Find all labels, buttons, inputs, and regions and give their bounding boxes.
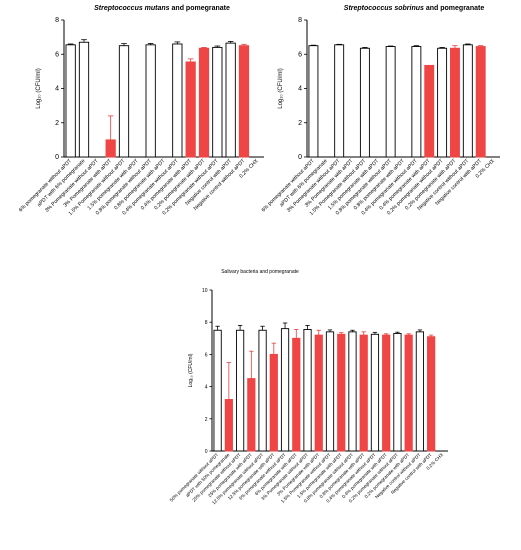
bar xyxy=(238,45,250,158)
bar xyxy=(370,333,380,452)
y-tick-label: 2 xyxy=(205,417,208,423)
bar xyxy=(303,328,312,452)
bar xyxy=(235,329,245,452)
y-axis-label: Log₁₀ (CFU/ml) xyxy=(36,68,42,109)
bar xyxy=(65,44,76,158)
bar xyxy=(437,47,448,158)
bar xyxy=(78,41,90,158)
y-tick-label: 10 xyxy=(202,288,208,294)
bar xyxy=(224,399,233,452)
y-tick-label: 8 xyxy=(205,320,208,326)
bar xyxy=(415,331,425,452)
bar xyxy=(393,333,402,452)
y-tick-label: 4 xyxy=(298,86,302,93)
bar xyxy=(258,329,267,452)
bar xyxy=(404,334,413,452)
chart-title-italic: Streptococcus mutans xyxy=(94,5,170,12)
y-tick-label: 0 xyxy=(205,449,208,455)
y-tick-label: 0 xyxy=(298,154,302,161)
bar xyxy=(308,45,319,158)
y-axis-label: Log₁₀ (CFU/ml) xyxy=(278,68,284,109)
bar xyxy=(314,334,323,452)
bar xyxy=(198,47,210,158)
chart-sobrinus: Streptococcus sobrinus and pomegranate 0… xyxy=(261,5,500,217)
bar xyxy=(172,43,183,158)
y-tick-label: 2 xyxy=(55,120,59,127)
y-tick-label: 8 xyxy=(298,17,302,24)
bar xyxy=(225,42,236,158)
bar xyxy=(145,44,156,158)
chart-title-rest: and pomegranate xyxy=(170,5,230,12)
bar xyxy=(213,329,222,452)
y-tick-label: 4 xyxy=(205,385,208,391)
bar xyxy=(269,353,278,452)
bar xyxy=(337,333,346,452)
bar xyxy=(325,331,335,452)
y-axis-label: Log₁₀ (CFU/ml) xyxy=(188,353,194,387)
chart-salivary: Salivary bacteria and pomegranate 0 2 4 6 8 1… xyxy=(169,269,448,505)
y-tick-label: 8 xyxy=(55,17,59,24)
y-tick-label: 6 xyxy=(55,51,59,58)
y-tick-label: 4 xyxy=(55,86,59,93)
y-tick-label: 6 xyxy=(205,352,208,358)
chart-title: Streptococcus mutans and pomegranate xyxy=(94,5,230,12)
bar xyxy=(359,47,370,158)
bar xyxy=(334,44,345,158)
chart-title-italic: Streptococcus sobrinus xyxy=(344,5,424,12)
y-tick-label: 0 xyxy=(55,154,59,161)
chart-mutans: Streptococcus mutans and pomegranate 0 2 4… xyxy=(18,5,264,217)
bar xyxy=(475,46,486,158)
bar xyxy=(462,44,473,158)
chart-title: Salivary bacteria and pomegranate xyxy=(221,269,299,275)
bar xyxy=(348,331,357,452)
bar xyxy=(185,61,196,158)
bar xyxy=(359,334,368,452)
chart-title-rest: and pomegranate xyxy=(424,5,484,12)
y-tick-label: 6 xyxy=(298,51,302,58)
bar xyxy=(292,337,301,452)
bar xyxy=(382,334,391,452)
bar xyxy=(118,45,130,158)
bar xyxy=(247,378,256,452)
bar xyxy=(212,46,223,158)
bar xyxy=(424,64,435,158)
bar xyxy=(105,139,116,158)
bar xyxy=(411,46,422,158)
bar xyxy=(450,47,460,158)
bar xyxy=(427,336,436,452)
y-tick-label: 2 xyxy=(298,120,302,127)
bar xyxy=(280,328,290,452)
chart-title: Streptococcus sobrinus and pomegranate xyxy=(344,5,485,12)
bar xyxy=(385,46,396,158)
